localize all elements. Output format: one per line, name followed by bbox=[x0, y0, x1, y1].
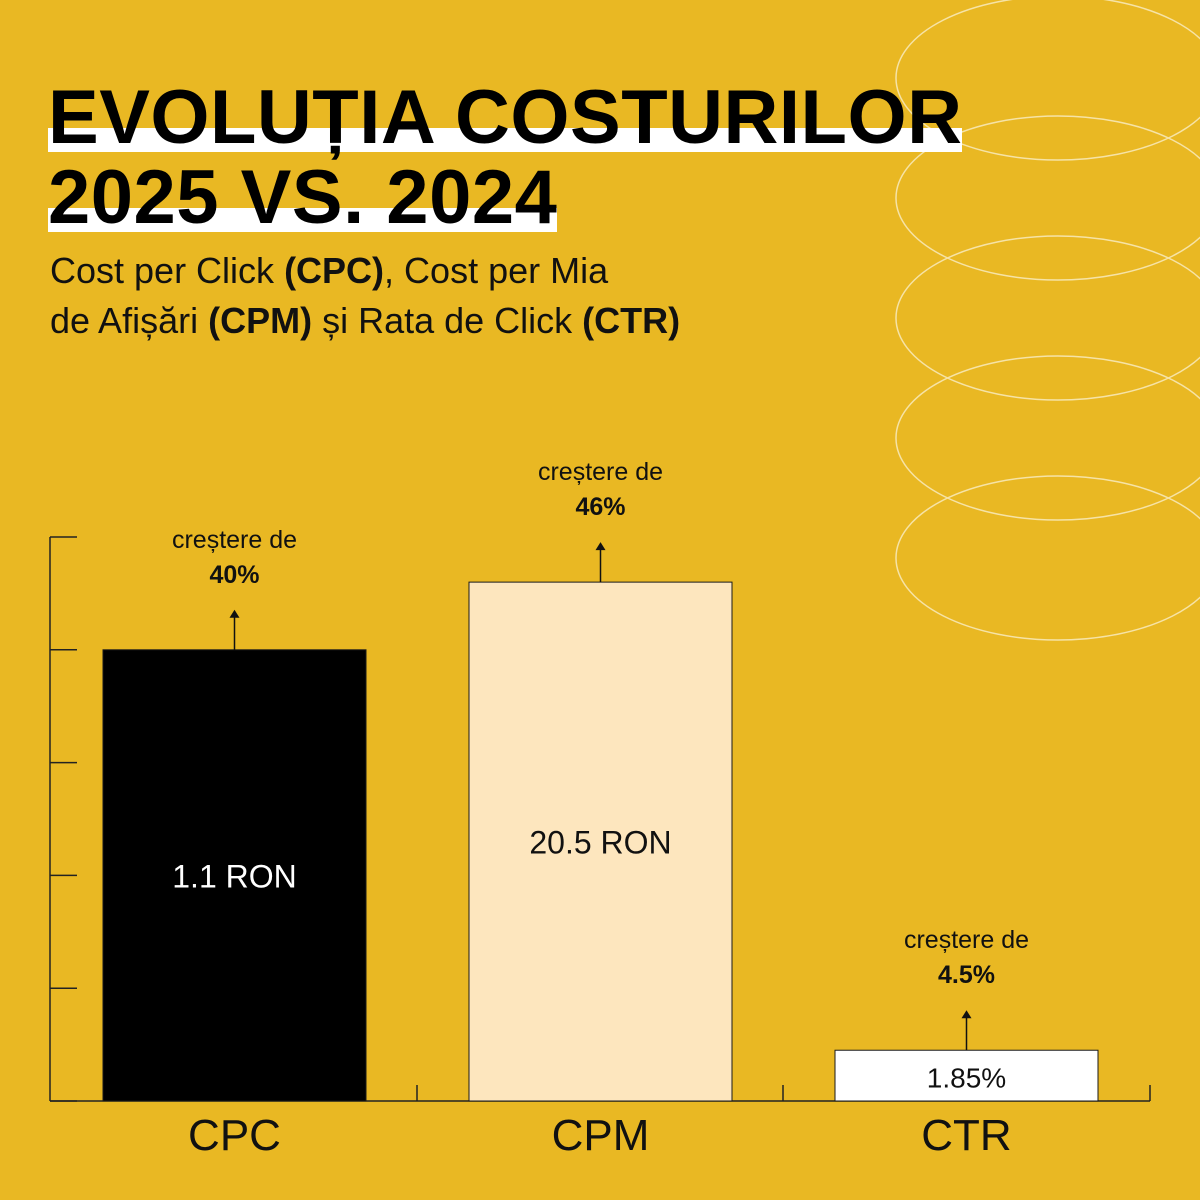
title-text-1: EVOLUȚIA COSTURILOR bbox=[48, 75, 963, 160]
title-highlight-1 bbox=[48, 128, 963, 152]
title-line-1: EVOLUȚIA COSTURILOR bbox=[48, 75, 963, 160]
bar-cpc bbox=[102, 649, 367, 1102]
increase-text-cpc: creștere de bbox=[172, 526, 297, 554]
bar-ctr bbox=[834, 1049, 1099, 1102]
title-block: EVOLUȚIA COSTURILOR 2025 VS. 2024 bbox=[48, 75, 963, 240]
bar-cpm bbox=[468, 581, 733, 1102]
category-label-cpm: CPM bbox=[552, 1111, 650, 1160]
title-text-2: 2025 VS. 2024 bbox=[48, 155, 558, 240]
subtitle-line-1: Cost per Click (CPC), Cost per Mia bbox=[50, 246, 680, 296]
value-label-ctr: 1.85% bbox=[927, 1063, 1006, 1094]
subtitle-line-2: de Afișări (CPM) și Rata de Click (CTR) bbox=[50, 296, 680, 346]
subtitle-text-4: și Rata de Click bbox=[312, 300, 583, 341]
title-highlight-2 bbox=[48, 208, 558, 232]
subtitle-text-1: Cost per Click bbox=[50, 250, 285, 291]
increase-value-cpc: 40% bbox=[209, 561, 259, 589]
category-label-cpc: CPC bbox=[188, 1111, 281, 1160]
increase-text-ctr: creștere de bbox=[904, 926, 1029, 954]
title-line-2: 2025 VS. 2024 bbox=[48, 155, 558, 240]
value-label-cpc: 1.1 RON bbox=[172, 858, 296, 894]
increase-value-cpm: 46% bbox=[575, 493, 625, 521]
increase-value-ctr: 4.5% bbox=[938, 961, 995, 989]
subtitle-text-2: , Cost per Mia bbox=[384, 250, 609, 291]
increase-text-cpm: creștere de bbox=[538, 458, 663, 486]
value-label-cpm: 20.5 RON bbox=[529, 825, 671, 861]
arrow-up-icon bbox=[595, 542, 606, 551]
subtitle-bold-cpm: (CPM) bbox=[208, 300, 313, 341]
subtitle-bold-cpc: (CPC) bbox=[284, 250, 385, 291]
subtitle-bold-ctr: (CTR) bbox=[582, 300, 681, 341]
arrow-up-icon bbox=[229, 609, 240, 618]
category-label-ctr: CTR bbox=[921, 1111, 1011, 1160]
subtitle-text-3: de Afișări bbox=[50, 300, 209, 341]
arrow-up-icon bbox=[961, 1010, 972, 1019]
subtitle: Cost per Click (CPC), Cost per Mia de Af… bbox=[50, 246, 680, 346]
